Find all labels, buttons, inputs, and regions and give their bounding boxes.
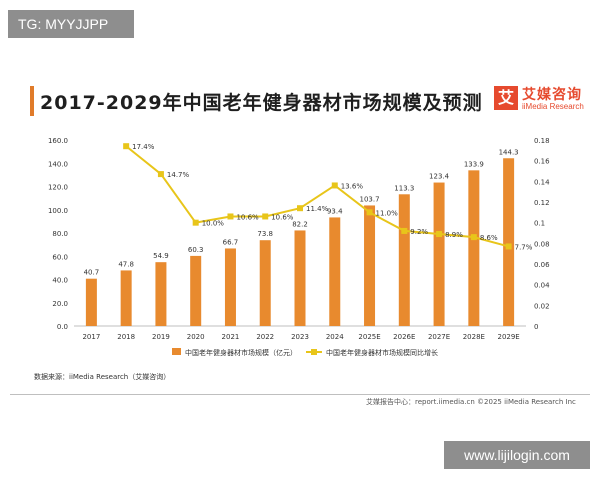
- bar-value-label: 54.9: [153, 252, 169, 260]
- x-tick-label: 2024: [326, 333, 344, 341]
- legend-line-label: 中国老年健身器材市场规模同比增长: [326, 348, 438, 357]
- bar-value-label: 73.8: [257, 230, 273, 238]
- y-left-tick-label: 40.0: [52, 277, 68, 285]
- growth-value-label: 7.7%: [515, 243, 533, 251]
- bar-value-label: 82.2: [292, 220, 308, 228]
- y-left-tick-label: 20.0: [52, 300, 68, 308]
- growth-point: [262, 213, 269, 220]
- brand-logo: 艾 艾媒咨询 iiMedia Research: [494, 84, 594, 118]
- growth-value-label: 10.6%: [236, 213, 259, 221]
- growth-value-label: 13.6%: [341, 182, 364, 190]
- data-source: 数据来源：iiMedia Research（艾媒咨询）: [34, 373, 171, 381]
- logo-name: 艾媒咨询: [522, 87, 582, 103]
- growth-value-label: 10.6%: [271, 213, 294, 221]
- bar: [85, 278, 97, 326]
- bar: [398, 194, 410, 326]
- bar-value-label: 66.7: [223, 238, 239, 246]
- y-right-tick-label: 0.18: [534, 137, 550, 145]
- x-tick-label: 2019: [152, 333, 170, 341]
- title-accent-bar: [30, 86, 34, 116]
- bar: [503, 158, 515, 326]
- bar: [155, 262, 167, 326]
- y-right-tick-label: 0: [534, 323, 538, 331]
- footer-divider: [10, 394, 590, 395]
- growth-point: [366, 209, 373, 216]
- growth-point: [192, 219, 199, 226]
- y-right-tick-label: 0.06: [534, 261, 550, 269]
- x-tick-label: 2028E: [463, 333, 485, 341]
- y-right-tick-label: 0.14: [534, 178, 550, 186]
- bar: [329, 217, 341, 326]
- footer-text: 艾媒报告中心：report.iimedia.cn ©2025 iiMedia R…: [366, 398, 576, 406]
- bar-value-label: 144.3: [499, 148, 519, 156]
- x-tick-label: 2027E: [428, 333, 450, 341]
- growth-point: [470, 234, 477, 241]
- growth-point: [157, 171, 164, 178]
- bar-value-label: 103.7: [360, 195, 380, 203]
- watermark-bottom: www.lijilogin.com: [444, 441, 590, 469]
- growth-point: [331, 182, 338, 189]
- x-tick-label: 2025E: [358, 333, 380, 341]
- bar: [294, 230, 306, 326]
- x-tick-label: 2017: [82, 333, 100, 341]
- logo-icon: 艾: [494, 86, 518, 110]
- y-right-tick-label: 0.08: [534, 240, 550, 248]
- watermark-top: TG: MYYJJPP: [8, 10, 134, 38]
- growth-value-label: 11.4%: [306, 205, 329, 213]
- x-tick-label: 2023: [291, 333, 309, 341]
- y-right-tick-label: 0.04: [534, 282, 550, 290]
- y-right-tick-label: 0.12: [534, 199, 550, 207]
- bar: [120, 270, 132, 326]
- legend-line-marker: [311, 349, 317, 355]
- growth-value-label: 9.2%: [410, 228, 428, 236]
- bar: [224, 248, 236, 326]
- growth-point: [123, 143, 130, 150]
- y-right-tick-label: 0.16: [534, 158, 550, 166]
- growth-point: [227, 213, 234, 220]
- chart-title: 2017-2029年中国老年健身器材市场规模及预测: [40, 92, 483, 114]
- y-left-tick-label: 100.0: [48, 207, 68, 215]
- growth-line: [125, 145, 509, 248]
- x-tick-label: 2018: [117, 333, 135, 341]
- logo-english: iiMedia Research: [522, 102, 584, 111]
- x-tick-label: 2021: [222, 333, 240, 341]
- growth-value-label: 14.7%: [167, 171, 190, 179]
- bar: [433, 182, 445, 326]
- x-tick-label: 2020: [187, 333, 205, 341]
- growth-value-label: 17.4%: [132, 143, 155, 151]
- bar-value-label: 60.3: [188, 246, 204, 254]
- legend-bar-swatch: [172, 348, 181, 355]
- growth-point: [505, 243, 512, 250]
- x-tick-label: 2029E: [497, 333, 519, 341]
- bar: [468, 170, 480, 326]
- growth-point: [297, 205, 303, 212]
- bar-value-label: 47.8: [118, 260, 134, 268]
- bar: [364, 205, 376, 326]
- bar-value-label: 123.4: [429, 173, 450, 181]
- y-right-tick-label: 0.02: [534, 302, 550, 310]
- y-left-tick-label: 80.0: [52, 230, 68, 238]
- growth-value-label: 8.6%: [480, 234, 498, 242]
- growth-value-label: 8.9%: [445, 231, 463, 239]
- x-tick-label: 2022: [256, 333, 274, 341]
- growth-point: [401, 227, 408, 234]
- y-left-tick-label: 0.0: [57, 323, 68, 331]
- y-left-tick-label: 160.0: [48, 137, 68, 145]
- bar: [259, 240, 271, 326]
- bar-value-label: 40.7: [84, 269, 100, 277]
- y-right-tick-label: 0.1: [534, 220, 545, 228]
- growth-value-label: 10.0%: [202, 220, 225, 228]
- y-left-tick-label: 140.0: [48, 160, 68, 168]
- legend-bar-label: 中国老年健身器材市场规模（亿元）: [185, 348, 297, 357]
- bar-value-label: 113.3: [394, 184, 414, 192]
- y-left-tick-label: 60.0: [52, 253, 68, 261]
- x-tick-label: 2026E: [393, 333, 415, 341]
- growth-point: [436, 231, 443, 238]
- bar: [190, 255, 202, 326]
- bar-value-label: 93.4: [327, 207, 343, 215]
- bar-value-label: 133.9: [464, 160, 484, 168]
- y-left-tick-label: 120.0: [48, 184, 68, 192]
- growth-value-label: 11.0%: [376, 209, 399, 217]
